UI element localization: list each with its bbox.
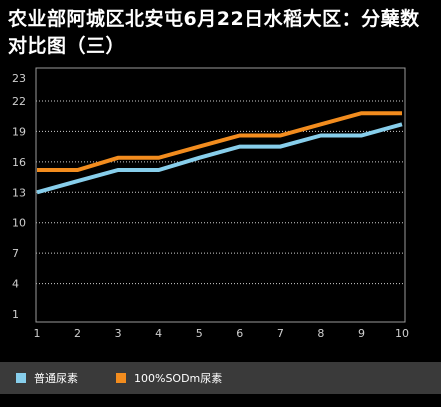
series-line-1 <box>36 122 403 195</box>
x-tick-label-9: 9 <box>358 327 365 340</box>
y-axis-ticks: 1 4 7 10 13 16 19 22 23 <box>12 72 26 321</box>
x-tick-label-8: 8 <box>317 327 324 340</box>
x-tick-label-2: 2 <box>74 327 81 340</box>
y-tick-label-7: 7 <box>12 247 19 260</box>
series-lines <box>36 111 403 195</box>
grid-lines <box>36 100 405 285</box>
legend-item-series-2: 100%SODm尿素 <box>116 371 222 385</box>
y-tick-label-22: 22 <box>12 95 26 108</box>
y-tick-label-10: 10 <box>12 217 26 230</box>
series-line-2 <box>37 111 402 172</box>
x-tick-label-7: 7 <box>277 327 284 340</box>
y-tick-label-4: 4 <box>12 278 19 291</box>
legend-label-series-2: 100%SODm尿素 <box>134 372 223 385</box>
x-axis-ticks: 1 2 3 4 5 6 7 8 9 10 <box>34 327 410 340</box>
y-tick-label-16: 16 <box>12 156 26 169</box>
y-tick-label-13: 13 <box>12 186 26 199</box>
legend-label-series-1: 普通尿素 <box>34 372 78 385</box>
x-tick-label-1: 1 <box>34 327 41 340</box>
chart-title: 农业部阿城区北安屯6月22日水稻大区：分蘖数对比图（三） <box>8 8 420 57</box>
legend-swatch-series-1 <box>16 373 26 383</box>
legend-item-series-1: 普通尿素 <box>16 371 78 385</box>
x-tick-label-10: 10 <box>395 327 409 340</box>
legend-swatch-series-2 <box>116 373 126 383</box>
y-tick-label-19: 19 <box>12 125 26 138</box>
y-tick-label-1: 1 <box>12 308 19 321</box>
x-tick-label-4: 4 <box>155 327 162 340</box>
x-tick-label-6: 6 <box>236 327 243 340</box>
plot-frame <box>35 67 406 323</box>
plot-border <box>35 67 406 323</box>
x-tick-label-5: 5 <box>196 327 203 340</box>
y-tick-label-23: 23 <box>12 72 26 85</box>
x-tick-label-3: 3 <box>115 327 122 340</box>
legend: 普通尿素 100%SODm尿素 <box>0 362 441 394</box>
